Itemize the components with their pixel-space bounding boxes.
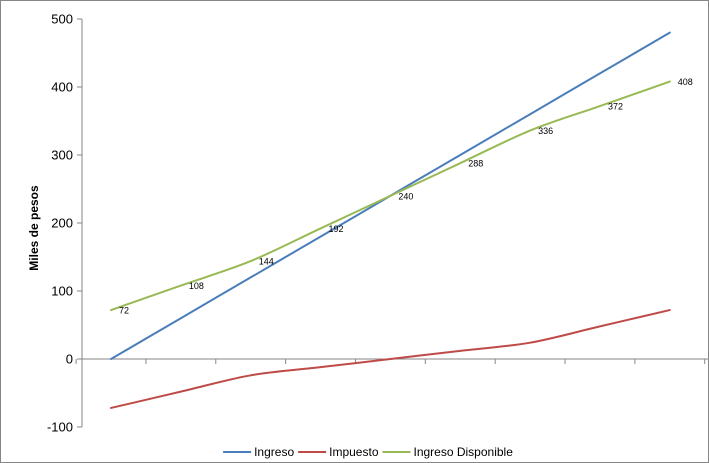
legend-item-ingreso-disponible: Ingreso Disponible [382, 445, 513, 459]
y-tick-label: 100 [51, 284, 73, 299]
y-tick-label: 300 [51, 148, 73, 163]
legend-label: Impuesto [329, 445, 379, 459]
legend-item-ingreso: Ingreso [223, 445, 294, 459]
y-tick-label: 200 [51, 216, 73, 231]
data-label: 288 [468, 159, 483, 169]
y-tick-label: 400 [51, 80, 73, 95]
y-tick-label: 0 [66, 352, 73, 367]
series-line-ingreso-disponible [110, 80, 671, 312]
data-label: 72 [119, 306, 129, 316]
y-tick-label: 500 [51, 12, 73, 27]
legend-label: Ingreso Disponible [413, 445, 513, 459]
data-label: 336 [538, 126, 553, 136]
data-label: 108 [189, 281, 204, 291]
y-axis-title: Miles de pesos [27, 185, 41, 271]
data-label: 408 [678, 77, 693, 87]
legend-label: Ingreso [254, 445, 294, 459]
series-layer [110, 31, 671, 409]
data-label: 240 [398, 191, 413, 201]
data-label: 372 [608, 102, 623, 112]
legend: Ingreso Impuesto Ingreso Disponible [223, 445, 513, 459]
y-tick-label: -100 [47, 420, 73, 435]
data-labels: 72 108 144 192 240 288 336 372 408 [119, 77, 693, 315]
series-line-impuesto [110, 309, 671, 409]
axes: -100 0 100 200 300 400 500 [47, 12, 708, 435]
data-label: 192 [329, 224, 344, 234]
legend-item-impuesto: Impuesto [298, 445, 379, 459]
data-label: 144 [259, 257, 274, 267]
